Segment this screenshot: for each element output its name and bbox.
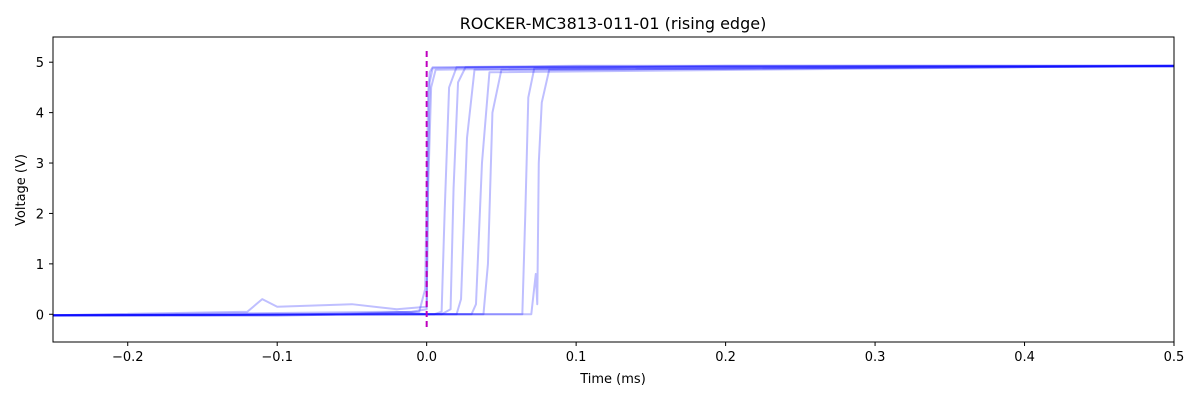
plot-frame	[52, 36, 1175, 343]
chart-title: ROCKER-MC3813-011-01 (rising edge)	[460, 14, 767, 33]
trace-8	[52, 65, 1175, 317]
x-tick-label: 0.5	[1164, 350, 1185, 365]
x-axis-label: Time (ms)	[579, 372, 646, 387]
trace-group	[52, 64, 1175, 317]
trace-7	[52, 64, 1175, 317]
trace-5	[52, 64, 1175, 317]
trace-9	[52, 64, 1175, 317]
x-tick-label: 0.0	[416, 350, 437, 365]
y-tick-label: 4	[36, 107, 44, 122]
y-tick-label: 2	[36, 207, 44, 222]
x-tick-label: −0.1	[261, 350, 293, 365]
y-axis: 0 1 2 3 4 5	[36, 56, 53, 323]
x-tick-label: 0.4	[1014, 350, 1035, 365]
x-tick-label: 0.1	[566, 350, 587, 365]
y-tick-label: 1	[36, 258, 44, 273]
x-tick-label: −0.2	[112, 350, 144, 365]
y-tick-label: 3	[36, 157, 44, 172]
trace-2	[53, 65, 1174, 317]
x-tick-label: 0.2	[715, 350, 736, 365]
trace-1	[53, 64, 1174, 317]
trace-4	[52, 65, 1175, 317]
y-axis-label: Voltage (V)	[14, 154, 29, 226]
y-tick-label: 5	[36, 56, 44, 71]
x-axis: −0.2 −0.1 0.0 0.1 0.2 0.3 0.4 0.5	[112, 342, 1184, 365]
x-tick-label: 0.3	[865, 350, 886, 365]
trace-6	[52, 65, 1175, 317]
trace-10	[52, 65, 1175, 317]
trace-3	[52, 64, 1174, 317]
y-tick-label: 0	[36, 308, 44, 323]
